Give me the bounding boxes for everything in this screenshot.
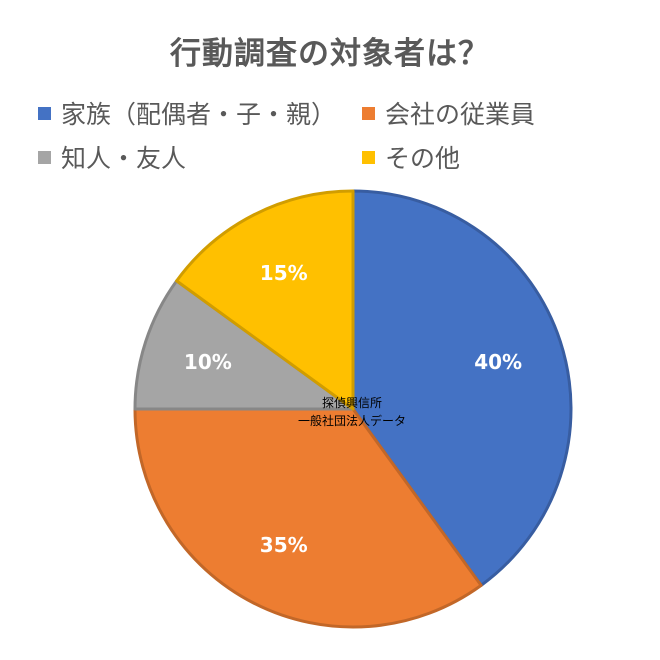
legend-item-family: 家族（配偶者・子・親） (38, 95, 336, 131)
data-label-acquaintances: 10% (184, 350, 232, 374)
data-label-employees: 35% (260, 533, 308, 557)
watermark-line2: 一般社団法人データ (298, 413, 406, 428)
data-label-family: 40% (474, 350, 522, 374)
legend-label-employees: 会社の従業員 (385, 100, 536, 129)
legend-swatch-employees (362, 106, 375, 120)
pie-slice-acquaintances (133, 279, 355, 411)
legend-item-employees: 会社の従業員 (362, 95, 535, 131)
legend-swatch-acquaintances (38, 150, 51, 164)
pie-slice-other (175, 189, 355, 411)
legend-item-acquaintances: 知人・友人 (38, 139, 186, 175)
legend-label-family: 家族（配偶者・子・親） (61, 100, 337, 129)
pie-slice-employees (133, 407, 483, 629)
pie-slice-family (351, 189, 573, 587)
legend-label-other: その他 (385, 144, 461, 173)
chart-title: 行動調査の対象者は？ (170, 36, 490, 72)
legend-item-other: その他 (362, 139, 460, 175)
legend-label-acquaintances: 知人・友人 (61, 144, 187, 173)
legend-swatch-other (362, 150, 375, 164)
legend-swatch-family (38, 106, 51, 120)
data-label-other: 15% (260, 261, 308, 285)
pie-slices (133, 189, 573, 629)
watermark-line1: 探偵興信所 (322, 396, 382, 410)
pie-data-labels: 40% 35% 10% 15% (184, 261, 522, 557)
